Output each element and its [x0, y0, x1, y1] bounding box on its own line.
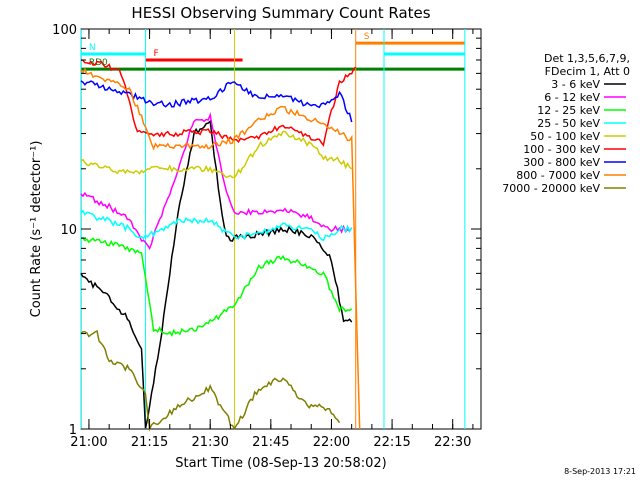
legend-entry-label: 100 - 300 keV [523, 143, 600, 156]
legend-entry-label: 7000 - 20000 keV [502, 182, 600, 195]
y-tick-label: 10 [60, 223, 77, 238]
series-line [80, 119, 353, 429]
legend: Det 1,3,5,6,7,9,FDecim 1, Att 03 - 6 keV… [502, 52, 630, 195]
series-line [80, 67, 361, 430]
series-line [80, 59, 357, 147]
series-line [80, 130, 353, 179]
vertical-markers [80, 29, 466, 429]
flag-bar-label: S [364, 32, 370, 42]
labels: HESSI Observing Summary Count Rates Star… [29, 4, 636, 476]
x-tick-label: 22:00 [313, 435, 350, 450]
legend-entry-label: 25 - 50 keV [537, 117, 600, 130]
flag-bars: N F S RD0 [80, 32, 465, 71]
series-line [80, 236, 353, 337]
series-line [80, 209, 353, 242]
flag-bar-label: N [89, 43, 96, 53]
legend-header: Det 1,3,5,6,7,9, [544, 52, 630, 65]
legend-entry-label: 6 - 12 keV [544, 91, 600, 104]
y-tick-label: 1 [69, 423, 77, 438]
y-axis-label: Count Rate (s⁻¹ detector⁻¹) [29, 141, 44, 318]
legend-entry-label: 50 - 100 keV [530, 130, 600, 143]
x-tick-label: 21:15 [131, 435, 168, 450]
x-tick-label: 21:00 [70, 435, 107, 450]
series-line [80, 329, 341, 432]
x-tick-label: 22:15 [373, 435, 410, 450]
legend-entry-label: 12 - 25 keV [537, 104, 600, 117]
chart-title: HESSI Observing Summary Count Rates [131, 4, 430, 22]
x-axis-label: Start Time (08-Sep-13 20:58:02) [175, 456, 386, 471]
flag-bar-label: RD0 [89, 58, 108, 68]
axes: 21:00 21:15 21:30 21:45 22:00 22:15 22:30 1 10 10… [52, 23, 481, 450]
series-line [80, 111, 353, 251]
flag-bar-label: F [154, 49, 159, 59]
timestamp: 8-Sep-2013 17:21 [564, 467, 636, 476]
x-tick-label: 22:30 [434, 435, 471, 450]
x-tick-label: 21:45 [252, 435, 289, 450]
y-tick-label: 100 [52, 23, 77, 38]
legend-entry-label: 3 - 6 keV [551, 78, 600, 91]
series-group [80, 59, 361, 432]
legend-header: FDecim 1, Att 0 [545, 65, 630, 78]
legend-entry-label: 300 - 800 keV [523, 156, 600, 169]
series-line [80, 80, 353, 123]
legend-entry-label: 800 - 7000 keV [516, 169, 600, 182]
x-tick-label: 21:30 [191, 435, 228, 450]
